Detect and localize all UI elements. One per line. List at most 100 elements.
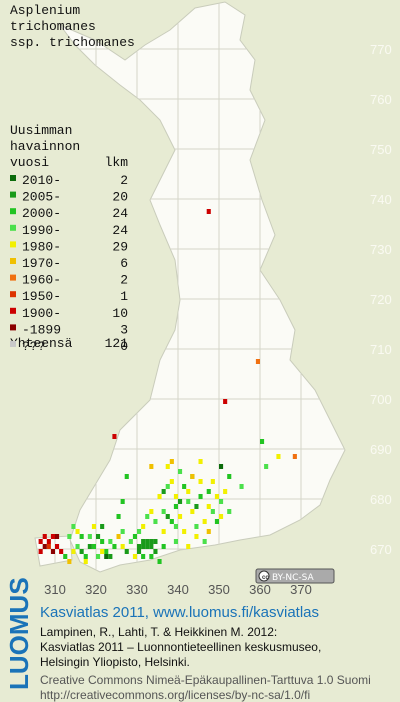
occurrence-square	[194, 504, 199, 509]
occurrence-square	[153, 539, 158, 544]
occurrence-square	[223, 489, 228, 494]
footer-title: Kasviatlas 2011, www.luomus.fi/kasviatla…	[40, 604, 319, 621]
legend-swatch	[10, 241, 16, 248]
occurrence-square	[79, 534, 84, 539]
occurrence-square	[149, 464, 154, 469]
x-grid-label: 340	[167, 582, 189, 597]
occurrence-square	[120, 544, 125, 549]
occurrence-square	[198, 494, 203, 499]
occurrence-square	[87, 544, 92, 549]
occurrence-square	[116, 534, 121, 539]
legend-swatch	[10, 175, 16, 181]
occurrence-square	[124, 474, 129, 479]
occurrence-square	[190, 474, 195, 479]
total-label: Yhteensä	[10, 336, 73, 351]
y-grid-label: 670	[370, 542, 392, 557]
occurrence-square	[161, 489, 166, 494]
y-grid-label: 720	[370, 292, 392, 307]
occurrence-square	[186, 489, 191, 494]
legend-column: vuosi	[10, 155, 49, 170]
occurrence-square	[157, 494, 162, 499]
x-grid-label: 370	[290, 582, 312, 597]
occurrence-square	[165, 514, 170, 519]
total-count: 121	[105, 336, 129, 351]
occurrence-square	[137, 544, 142, 549]
legend-swatch	[10, 191, 16, 198]
occurrence-square	[63, 554, 68, 559]
occurrence-square	[59, 549, 64, 554]
occurrence-square	[83, 559, 88, 564]
legend-swatch	[10, 307, 16, 314]
occurrence-square	[178, 514, 183, 519]
occurrence-square	[124, 549, 129, 554]
occurrence-square	[186, 544, 191, 549]
occurrence-square	[46, 544, 51, 549]
occurrence-square	[104, 554, 109, 559]
occurrence-square	[141, 524, 146, 529]
species-name: ssp. trichomanes	[10, 35, 135, 50]
legend-swatch	[10, 324, 16, 331]
occurrence-square	[100, 539, 105, 544]
occurrence-square	[206, 209, 211, 214]
occurrence-square	[165, 484, 170, 489]
occurrence-square	[96, 534, 101, 539]
species-name: Asplenium	[10, 3, 80, 18]
occurrence-square	[194, 534, 199, 539]
legend-count: 24	[112, 223, 128, 238]
legend-count: 2	[120, 173, 128, 188]
occurrence-square	[87, 534, 92, 539]
legend-label: -1899	[22, 322, 61, 337]
occurrence-square	[206, 529, 211, 534]
legend-count: 1	[120, 289, 128, 304]
legend-label: 1990-	[22, 223, 61, 238]
occurrence-square	[178, 469, 183, 474]
occurrence-square	[239, 484, 244, 489]
x-grid-label: 320	[85, 582, 107, 597]
badge-box	[255, 568, 335, 584]
license-badge: cc BY-NC-SA	[255, 568, 335, 584]
legend-label: 1970-	[22, 256, 61, 271]
x-grid-label: 350	[208, 582, 230, 597]
occurrence-square	[71, 549, 76, 554]
occurrence-square	[46, 539, 51, 544]
legend-count: 20	[112, 190, 128, 205]
occurrence-square	[91, 544, 96, 549]
occurrence-square	[206, 504, 211, 509]
occurrence-square	[149, 544, 154, 549]
occurrence-square	[71, 524, 76, 529]
y-grid-label: 680	[370, 492, 392, 507]
citation: Kasviatlas 2011 – Luonnontieteellinen ke…	[40, 640, 321, 654]
legend-count: 24	[112, 206, 128, 221]
legend-heading: havainnon	[10, 139, 80, 154]
y-grid-label: 750	[370, 142, 392, 157]
badge-text: BY-NC-SA	[272, 573, 315, 583]
legend-column: lkm	[105, 155, 129, 170]
country-shape	[34, 1, 346, 573]
occurrence-square	[227, 474, 232, 479]
y-grid-label: 730	[370, 242, 392, 257]
legend-count: 6	[120, 256, 128, 271]
legend-label: 2000-	[22, 206, 61, 221]
occurrence-square	[108, 539, 113, 544]
occurrence-square	[165, 464, 170, 469]
y-grid-label: 740	[370, 192, 392, 207]
occurrence-square	[128, 539, 133, 544]
legend-count: 29	[112, 239, 128, 254]
occurrence-square	[145, 539, 150, 544]
legend-swatch	[10, 291, 16, 298]
occurrence-square	[38, 549, 43, 554]
legend-swatch	[10, 258, 16, 264]
occurrence-square	[169, 479, 174, 484]
occurrence-square	[116, 514, 121, 519]
occurrence-square	[137, 529, 142, 534]
occurrence-square	[141, 544, 146, 549]
occurrence-square	[219, 464, 224, 469]
occurrence-square	[120, 529, 125, 534]
x-grid-label: 360	[249, 582, 271, 597]
occurrence-square	[132, 534, 137, 539]
legend-count: 10	[112, 306, 128, 321]
license: http://creativecommons.org/licenses/by-n…	[40, 688, 310, 702]
occurrence-square	[96, 554, 101, 559]
y-grid-label: 700	[370, 392, 392, 407]
